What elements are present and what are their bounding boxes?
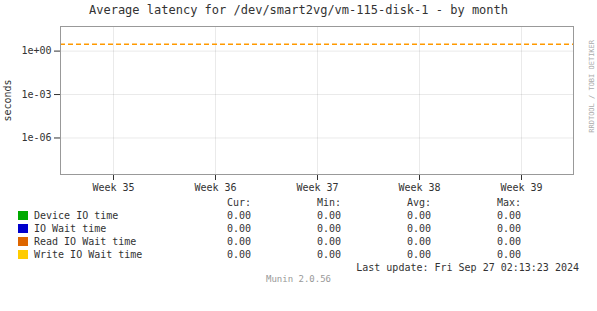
svg-text:Week 38: Week 38 bbox=[398, 182, 440, 193]
svg-text:1e+00: 1e+00 bbox=[21, 45, 51, 56]
html-text:Last update: Fri Sep 27 02:13:: Last update: Fri Sep 27 02:13:23 2024 bbox=[356, 262, 579, 273]
svg-text:1e-06: 1e-06 bbox=[21, 132, 51, 143]
svg-text:Week 36: Week 36 bbox=[194, 182, 236, 193]
html-text:0.00: 0.00 bbox=[227, 236, 251, 247]
html-text:Read IO Wait time: Read IO Wait time bbox=[34, 236, 137, 247]
html-text:Max:: Max: bbox=[497, 197, 521, 208]
html-text:0.00: 0.00 bbox=[227, 223, 251, 234]
html-text:RRDTOOL / TOBI OETIKER: RRDTOOL / TOBI OETIKER bbox=[588, 40, 596, 133]
html-text:0.00: 0.00 bbox=[227, 249, 251, 260]
html-text:IO Wait time: IO Wait time bbox=[34, 223, 107, 234]
html-text:0.00: 0.00 bbox=[407, 223, 431, 234]
html-text:0.00: 0.00 bbox=[497, 210, 521, 221]
html-text:Min:: Min: bbox=[317, 197, 341, 208]
html-text:0.00: 0.00 bbox=[407, 249, 431, 260]
svg-text:seconds: seconds bbox=[2, 79, 13, 121]
html-text:0.00: 0.00 bbox=[317, 223, 341, 234]
html-text:0.00: 0.00 bbox=[407, 210, 431, 221]
svg-text:Week 35: Week 35 bbox=[92, 182, 134, 193]
html-text:Average latency for /dev/smart: Average latency for /dev/smart2vg/vm-115… bbox=[89, 3, 508, 17]
svg-text:Week 37: Week 37 bbox=[296, 182, 338, 193]
html-text:Cur:: Cur: bbox=[227, 197, 251, 208]
html-text:0.00: 0.00 bbox=[317, 236, 341, 247]
html-text:0.00: 0.00 bbox=[497, 236, 521, 247]
svg-text:1e-03: 1e-03 bbox=[21, 89, 51, 100]
html-text:0.00: 0.00 bbox=[317, 210, 341, 221]
html-text:0.00: 0.00 bbox=[227, 210, 251, 221]
html-text:Avg:: Avg: bbox=[407, 197, 431, 208]
svg-text:Week 39: Week 39 bbox=[500, 182, 542, 193]
html-text:0.00: 0.00 bbox=[497, 223, 521, 234]
html-text:0.00: 0.00 bbox=[407, 236, 431, 247]
html-text:Write IO Wait time: Write IO Wait time bbox=[34, 249, 143, 260]
html-text:Munin 2.0.56: Munin 2.0.56 bbox=[266, 274, 331, 284]
html-text:0.00: 0.00 bbox=[497, 249, 521, 260]
html-text:0.00: 0.00 bbox=[317, 249, 341, 260]
html-text:Device IO time: Device IO time bbox=[34, 210, 119, 221]
